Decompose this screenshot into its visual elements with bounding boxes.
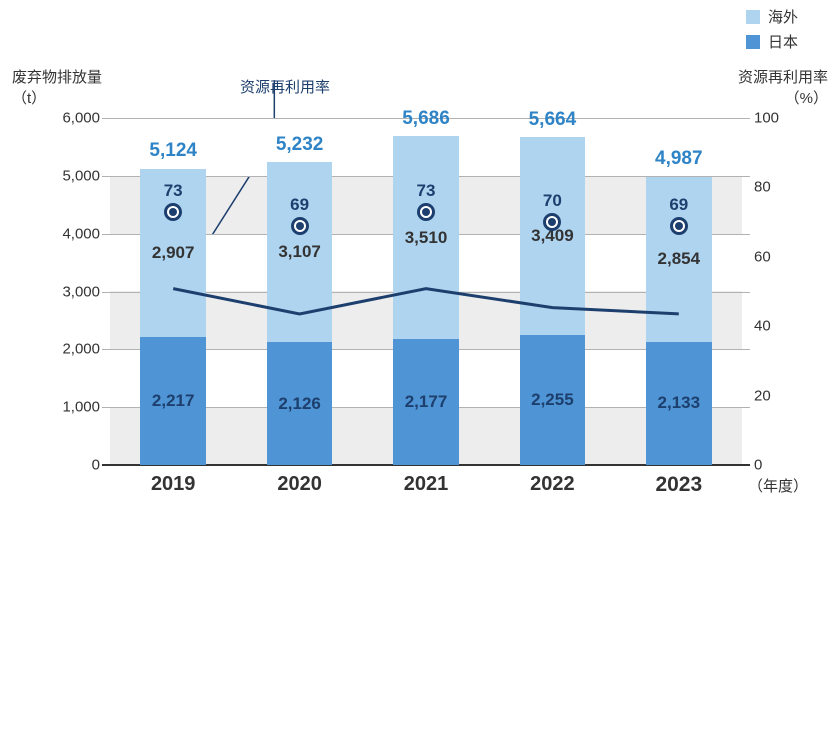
y-right-axis-title: 资源再利用率 （%） bbox=[738, 66, 828, 108]
chart-container: 海外 日本 废弃物排放量 （t） 资源再利用率 （%） （年度） 资源再利用率 … bbox=[0, 0, 840, 523]
y-right-tick: 40 bbox=[754, 318, 794, 335]
line-marker bbox=[670, 217, 688, 235]
line-value-label: 69 bbox=[290, 195, 309, 215]
y-right-tick: 20 bbox=[754, 387, 794, 404]
legend-swatch-japan bbox=[746, 35, 760, 49]
y-left-tick: 5,000 bbox=[40, 167, 100, 184]
x-axis-unit-label: （年度） bbox=[748, 475, 808, 496]
y-left-tick: 0 bbox=[40, 457, 100, 474]
line-value-label: 73 bbox=[417, 181, 436, 201]
y-right-tick: 0 bbox=[754, 457, 794, 474]
line-value-label: 70 bbox=[543, 191, 562, 211]
line-marker bbox=[417, 203, 435, 221]
line-marker bbox=[291, 217, 309, 235]
annotation-recycle-rate: 资源再利用率 bbox=[240, 76, 330, 97]
y-left-tick: 6,000 bbox=[40, 110, 100, 127]
legend-item: 海外 bbox=[746, 6, 798, 27]
legend: 海外 日本 bbox=[746, 6, 798, 56]
y-left-tick: 4,000 bbox=[40, 225, 100, 242]
y-right-tick: 100 bbox=[754, 110, 794, 127]
legend-label: 日本 bbox=[768, 31, 798, 52]
legend-item: 日本 bbox=[746, 31, 798, 52]
y-left-tick: 2,000 bbox=[40, 341, 100, 358]
y-left-tick: 1,000 bbox=[40, 399, 100, 416]
y-right-tick: 60 bbox=[754, 248, 794, 265]
y-left-axis-title: 废弃物排放量 （t） bbox=[12, 66, 102, 108]
y-left-tick: 3,000 bbox=[40, 283, 100, 300]
line-value-label: 73 bbox=[164, 181, 183, 201]
plot-area: （年度） 资源再利用率 01,0002,0003,0004,0005,0006,… bbox=[110, 118, 742, 465]
legend-swatch-overseas bbox=[746, 10, 760, 24]
y-right-tick: 80 bbox=[754, 179, 794, 196]
line-value-label: 69 bbox=[669, 195, 688, 215]
line-marker bbox=[164, 203, 182, 221]
legend-label: 海外 bbox=[768, 6, 798, 27]
